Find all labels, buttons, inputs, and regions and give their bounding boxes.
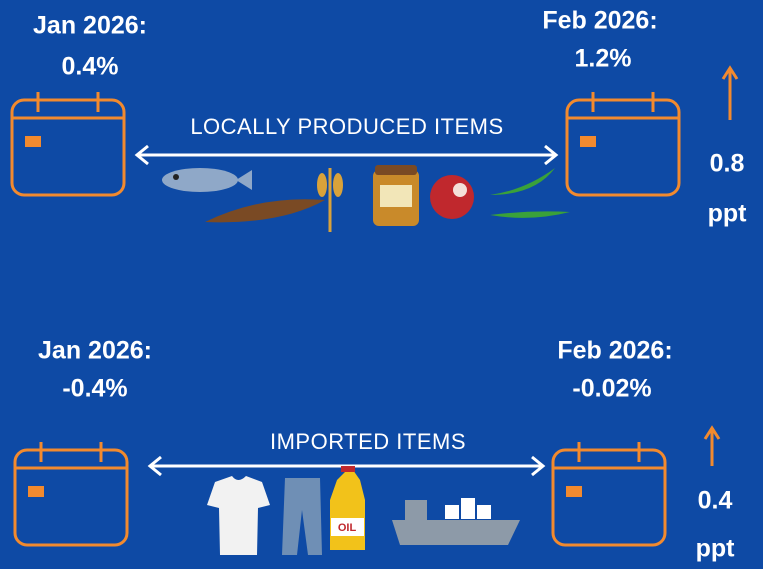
- jan-label: Jan 2026:: [38, 337, 152, 365]
- jan-value: -0.4%: [62, 375, 127, 403]
- change-value: 0.8: [710, 150, 745, 178]
- feb-value: 1.2%: [575, 45, 632, 73]
- background: [0, 0, 763, 569]
- oil-label: OIL: [338, 522, 357, 534]
- change-unit: ppt: [708, 200, 748, 228]
- jan-value: 0.4%: [62, 53, 119, 81]
- section-title: IMPORTED ITEMS: [270, 429, 466, 454]
- feb-label: Feb 2026:: [557, 337, 672, 365]
- infographic: Jan 2026: 0.4% LOCALLY PRODUCED ITEMS Fe…: [0, 0, 763, 569]
- change-unit: ppt: [696, 535, 736, 563]
- section-title: LOCALLY PRODUCED ITEMS: [190, 114, 503, 139]
- jan-label: Jan 2026:: [33, 12, 147, 40]
- change-value: 0.4: [698, 487, 733, 515]
- feb-label: Feb 2026:: [542, 7, 657, 35]
- feb-value: -0.02%: [572, 375, 651, 403]
